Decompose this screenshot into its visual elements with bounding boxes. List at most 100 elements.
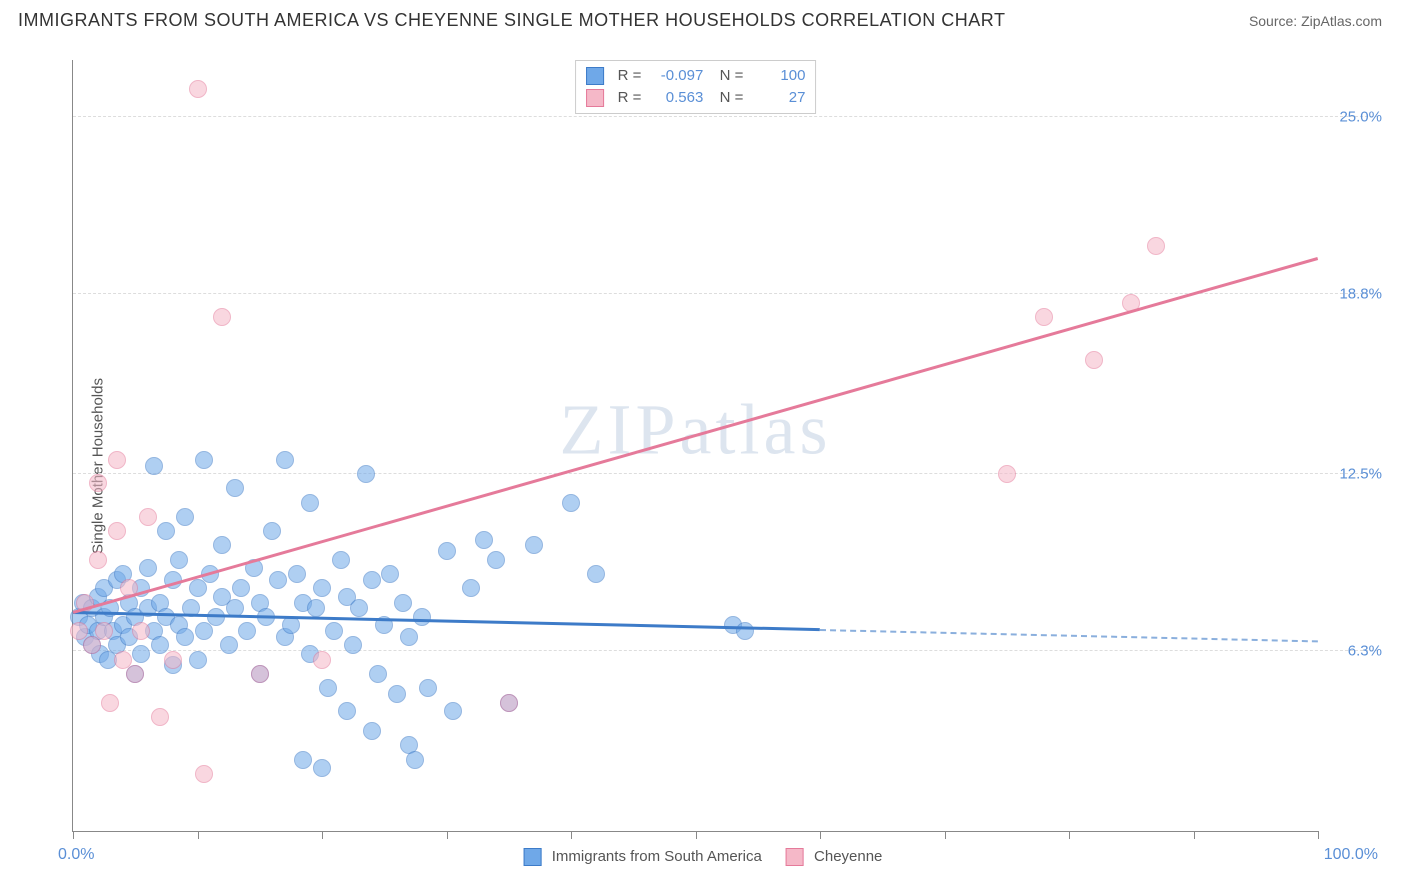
data-point	[213, 536, 231, 554]
n-label: N =	[711, 87, 743, 109]
data-point	[213, 308, 231, 326]
grid-line	[73, 650, 1378, 651]
data-point	[388, 685, 406, 703]
data-point	[363, 722, 381, 740]
data-point	[736, 622, 754, 640]
x-tick	[1069, 831, 1070, 839]
data-point	[998, 465, 1016, 483]
legend-item-ch: Cheyenne	[786, 848, 883, 866]
data-point	[89, 551, 107, 569]
data-point	[189, 579, 207, 597]
data-point	[332, 551, 350, 569]
data-point	[195, 451, 213, 469]
data-point	[325, 622, 343, 640]
data-point	[307, 599, 325, 617]
legend-row-sa: R = -0.097 N = 100	[586, 65, 806, 87]
grid-line	[73, 473, 1378, 474]
x-axis-min-label: 0.0%	[58, 846, 94, 864]
x-tick	[571, 831, 572, 839]
series-name-sa: Immigrants from South America	[552, 848, 762, 865]
data-point	[438, 542, 456, 560]
x-axis-max-label: 100.0%	[1324, 846, 1378, 864]
data-point	[419, 679, 437, 697]
data-point	[189, 80, 207, 98]
data-point	[338, 702, 356, 720]
data-point	[232, 579, 250, 597]
data-point	[226, 479, 244, 497]
data-point	[1085, 351, 1103, 369]
legend-row-ch: R = 0.563 N = 27	[586, 87, 806, 109]
data-point	[132, 645, 150, 663]
swatch-ch-icon	[586, 89, 604, 107]
data-point	[139, 559, 157, 577]
n-value-ch: 27	[751, 87, 805, 109]
data-point	[487, 551, 505, 569]
y-tick-label: 12.5%	[1339, 466, 1382, 483]
x-tick	[820, 831, 821, 839]
data-point	[462, 579, 480, 597]
data-point	[238, 622, 256, 640]
data-point	[195, 765, 213, 783]
data-point	[562, 494, 580, 512]
watermark: ZIPatlas	[560, 389, 832, 472]
grid-line	[73, 116, 1378, 117]
x-tick	[322, 831, 323, 839]
data-point	[1035, 308, 1053, 326]
data-point	[363, 571, 381, 589]
data-point	[406, 751, 424, 769]
data-point	[276, 451, 294, 469]
x-tick	[73, 831, 74, 839]
data-point	[475, 531, 493, 549]
x-tick	[696, 831, 697, 839]
x-tick	[447, 831, 448, 839]
data-point	[176, 508, 194, 526]
n-label: N =	[711, 65, 743, 87]
y-tick-label: 6.3%	[1348, 643, 1382, 660]
x-tick	[945, 831, 946, 839]
data-point	[108, 522, 126, 540]
r-label: R =	[618, 87, 642, 109]
swatch-sa-icon	[524, 848, 542, 866]
data-point	[195, 622, 213, 640]
data-point	[95, 622, 113, 640]
data-point	[220, 636, 238, 654]
r-value-ch: 0.563	[649, 87, 703, 109]
data-point	[394, 594, 412, 612]
data-point	[176, 628, 194, 646]
data-point	[413, 608, 431, 626]
swatch-sa-icon	[586, 67, 604, 85]
chart-source: Source: ZipAtlas.com	[1249, 13, 1382, 29]
data-point	[157, 522, 175, 540]
swatch-ch-icon	[786, 848, 804, 866]
data-point	[282, 616, 300, 634]
plot-area: ZIPatlas R = -0.097 N = 100 R = 0.563 N …	[72, 60, 1318, 832]
data-point	[89, 474, 107, 492]
data-point	[139, 508, 157, 526]
trend-line-dash	[820, 629, 1318, 642]
data-point	[313, 759, 331, 777]
chart-container: Single Mother Households ZIPatlas R = -0…	[18, 40, 1388, 892]
correlation-legend: R = -0.097 N = 100 R = 0.563 N = 27	[575, 60, 817, 114]
series-name-ch: Cheyenne	[814, 848, 882, 865]
data-point	[126, 665, 144, 683]
data-point	[145, 457, 163, 475]
data-point	[444, 702, 462, 720]
data-point	[500, 694, 518, 712]
series-legend: Immigrants from South America Cheyenne	[524, 848, 883, 866]
data-point	[357, 465, 375, 483]
chart-title: IMMIGRANTS FROM SOUTH AMERICA VS CHEYENN…	[18, 10, 1005, 31]
data-point	[369, 665, 387, 683]
x-tick	[1318, 831, 1319, 839]
data-point	[288, 565, 306, 583]
trend-line	[73, 257, 1319, 613]
legend-item-sa: Immigrants from South America	[524, 848, 762, 866]
data-point	[108, 451, 126, 469]
data-point	[344, 636, 362, 654]
data-point	[313, 579, 331, 597]
data-point	[151, 708, 169, 726]
data-point	[269, 571, 287, 589]
data-point	[294, 751, 312, 769]
y-tick-label: 25.0%	[1339, 109, 1382, 126]
data-point	[164, 651, 182, 669]
r-value-sa: -0.097	[649, 65, 703, 87]
